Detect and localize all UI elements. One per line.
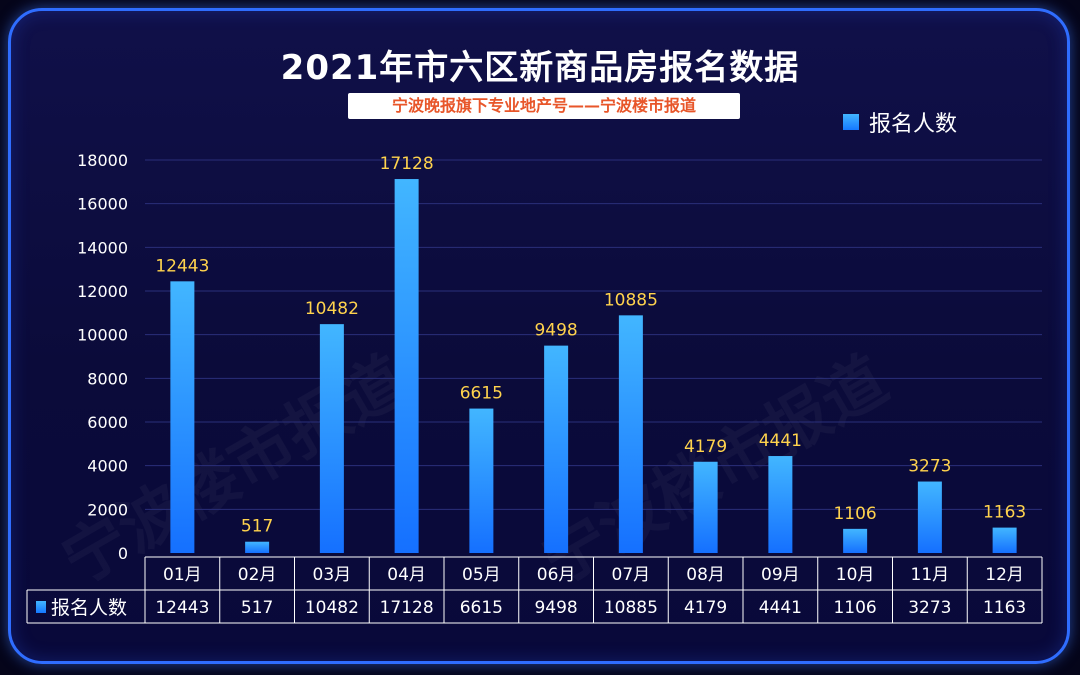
x-category-label: 02月: [238, 565, 277, 585]
y-tick-label: 0: [118, 544, 128, 563]
y-tick-label: 4000: [87, 457, 128, 476]
y-tick-label: 2000: [87, 500, 128, 519]
x-category-label: 07月: [612, 565, 651, 585]
bar: [843, 528, 868, 553]
y-tick-label: 18000: [77, 151, 128, 170]
bar-layer: 12443 517 10482 17128 6615 9498 10885 4179 4441 1…: [155, 154, 1026, 553]
x-category-label: 09月: [761, 565, 800, 585]
y-tick-label: 12000: [77, 282, 128, 301]
x-category-label: 10月: [836, 565, 875, 585]
legend: 报名人数: [843, 108, 958, 137]
bar: [170, 281, 195, 553]
y-tick-label: 8000: [87, 369, 128, 388]
x-category-label: 01月: [163, 565, 202, 585]
table-value: 10885: [604, 598, 658, 618]
table-value: 517: [241, 598, 273, 618]
bar: [544, 345, 569, 553]
data-label: 10482: [305, 299, 359, 319]
table-value: 17128: [380, 598, 434, 618]
table-value: 12443: [155, 598, 209, 618]
table-row-label: 报名人数: [51, 597, 127, 619]
bar: [618, 315, 643, 553]
y-tick-label: 16000: [77, 195, 128, 214]
table-value: 1106: [833, 598, 876, 618]
x-category-label: 08月: [686, 565, 725, 585]
table-value: 3273: [908, 598, 951, 618]
x-category-label: 03月: [313, 565, 352, 585]
table-value: 1163: [983, 598, 1026, 618]
bar: [319, 324, 344, 553]
table-value: 4179: [684, 598, 727, 618]
data-label: 12443: [155, 256, 209, 276]
table-legend-swatch: [36, 601, 46, 613]
data-label: 1163: [983, 503, 1026, 523]
bar: [245, 541, 270, 553]
table-value: 9498: [534, 598, 577, 618]
x-category-label: 11月: [911, 565, 950, 585]
data-label: 4179: [684, 437, 727, 457]
legend-swatch: [843, 114, 859, 130]
bar: [693, 461, 718, 553]
data-label: 4441: [759, 431, 802, 451]
bar: [917, 481, 942, 553]
data-label: 9498: [534, 321, 577, 341]
data-label: 3273: [908, 457, 951, 477]
table-value: 10482: [305, 598, 359, 618]
x-category-label: 05月: [462, 565, 501, 585]
chart-subtitle: 宁波晚报旗下专业地产号——宁波楼市报道: [348, 93, 740, 119]
y-tick-label: 6000: [87, 413, 128, 432]
data-label: 17128: [380, 154, 434, 174]
data-label: 6615: [460, 384, 503, 404]
x-category-label: 12月: [985, 565, 1024, 585]
table-value: 4441: [759, 598, 802, 618]
y-tick-label: 10000: [77, 326, 128, 345]
data-label: 10885: [604, 290, 658, 310]
x-category-label: 06月: [537, 565, 576, 585]
data-label: 517: [241, 517, 273, 537]
bar: [768, 456, 793, 553]
grid-layer: 0 2000 4000 6000 8000 10000 12000 14000 16000 180…: [77, 151, 1042, 563]
bar: [394, 179, 419, 553]
bar: [469, 408, 494, 553]
table-value: 6615: [460, 598, 503, 618]
data-table: 01月 12443 02月 517 03月 10482 04月 17128 05月 6615 06月…: [26, 556, 1043, 624]
x-category-label: 04月: [387, 565, 426, 585]
y-tick-label: 14000: [77, 238, 128, 257]
bar: [992, 527, 1017, 553]
legend-label: 报名人数: [869, 112, 958, 137]
data-label: 1106: [833, 504, 876, 524]
chart-title: 2021年市六区新商品房报名数据: [280, 48, 800, 88]
